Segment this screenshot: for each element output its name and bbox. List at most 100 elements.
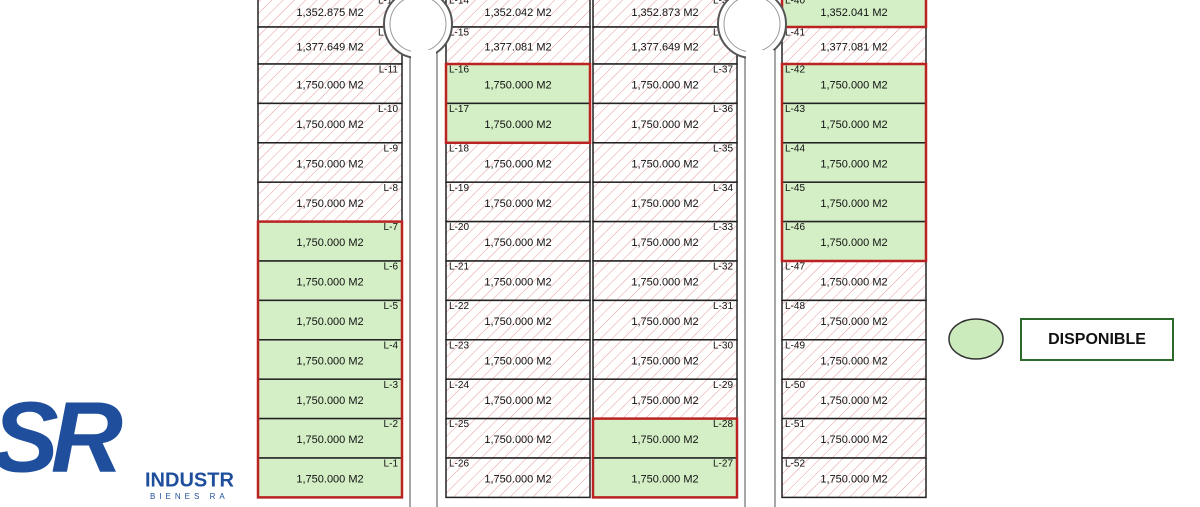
lot-area: 1,750.000 M2 <box>631 474 698 486</box>
lot <box>592 63 738 105</box>
lot-area: 1,750.000 M2 <box>296 316 363 328</box>
lot <box>445 220 591 262</box>
lot-label: L-45 <box>785 183 805 194</box>
lot-area: 1,750.000 M2 <box>820 277 887 289</box>
lot-label: L-37 <box>713 65 733 76</box>
lot <box>781 299 927 341</box>
lot <box>781 142 927 183</box>
lot-label: L-18 <box>449 143 469 154</box>
lot-area: 1,750.000 M2 <box>484 158 551 170</box>
lot-area: 1,750.000 M2 <box>820 237 887 249</box>
lot-label: L-29 <box>713 380 733 391</box>
lot-area: 1,750.000 M2 <box>631 434 698 446</box>
lot <box>781 26 927 65</box>
lot <box>781 378 927 420</box>
lot-label: L-49 <box>785 340 805 351</box>
lot-area: 1,352.875 M2 <box>296 7 363 19</box>
lot <box>592 181 738 223</box>
lot-label: L-1 <box>384 459 399 470</box>
legend-label: DISPONIBLE <box>1048 331 1146 348</box>
lot-area: 1,750.000 M2 <box>484 395 551 407</box>
lot <box>445 457 591 499</box>
lot-area: 1,377.081 M2 <box>820 41 887 53</box>
lot-label: L-17 <box>449 104 469 115</box>
lot-label: L-22 <box>449 301 469 312</box>
lot-area: 1,750.000 M2 <box>296 434 363 446</box>
lot-area: 1,377.649 M2 <box>631 41 698 53</box>
lot-label: L-33 <box>713 222 733 233</box>
lot <box>445 142 591 183</box>
lot-label: L-4 <box>384 340 399 351</box>
lot <box>592 102 738 144</box>
legend-box <box>1020 318 1174 361</box>
logo: SR INDUSTR BIENES RA <box>0 381 234 501</box>
lot-area: 1,750.000 M2 <box>820 198 887 210</box>
lot-area: 1,750.000 M2 <box>631 80 698 92</box>
lot-label: L-42 <box>785 65 805 76</box>
lot-label: L-6 <box>384 262 399 273</box>
lot-area: 1,750.000 M2 <box>484 277 551 289</box>
lot-area: 1,750.000 M2 <box>820 119 887 131</box>
lot-label: L-34 <box>713 183 733 194</box>
lot-area: 1,750.000 M2 <box>296 395 363 407</box>
lot-label: L-47 <box>785 262 805 273</box>
lot-area: 1,377.081 M2 <box>484 41 551 53</box>
lot-area: 1,352.041 M2 <box>820 7 887 19</box>
lot <box>781 339 927 380</box>
lot-label: L-40 <box>785 0 805 7</box>
lot-area: 1,750.000 M2 <box>820 80 887 92</box>
lot <box>445 299 591 341</box>
lot-label: L-26 <box>449 459 469 470</box>
lot <box>445 181 591 223</box>
lot-area: 1,750.000 M2 <box>484 355 551 367</box>
lot-area: 1,750.000 M2 <box>820 316 887 328</box>
lot-area: 1,750.000 M2 <box>631 119 698 131</box>
lot-label: L-52 <box>785 459 805 470</box>
lot-label: L-10 <box>378 104 398 115</box>
lot-area: 1,750.000 M2 <box>296 80 363 92</box>
lot-area: 1,750.000 M2 <box>296 119 363 131</box>
lot-area: 1,750.000 M2 <box>631 355 698 367</box>
lot-label: L-32 <box>713 262 733 273</box>
lot <box>592 260 738 302</box>
lot <box>257 142 403 183</box>
lot-area: 1,750.000 M2 <box>296 198 363 210</box>
lot-label: L-23 <box>449 340 469 351</box>
available-group-outline <box>780 62 928 263</box>
lot-area: 1,750.000 M2 <box>631 158 698 170</box>
lot <box>257 0 403 28</box>
lots: 1,352.875 M2L-131,377.649 M2L-121,750.00… <box>256 0 928 499</box>
lot-label: L-3 <box>384 380 399 391</box>
lot-label: L-15 <box>449 28 469 39</box>
lot <box>257 299 403 341</box>
lot-area: 1,750.000 M2 <box>296 474 363 486</box>
lot <box>445 339 591 380</box>
lot <box>781 181 927 223</box>
lot-area: 1,377.649 M2 <box>296 41 363 53</box>
lot-area: 1,352.873 M2 <box>631 7 698 19</box>
lot-label: L-36 <box>713 104 733 115</box>
available-group-outline <box>256 220 404 499</box>
lot-label: L-41 <box>785 28 805 39</box>
lot-label: L-13 <box>378 0 398 7</box>
lot-area: 1,750.000 M2 <box>820 395 887 407</box>
roads <box>409 40 776 507</box>
lot-label: L-16 <box>449 65 469 76</box>
lot-label: L-19 <box>449 183 469 194</box>
lot <box>445 417 591 459</box>
lot <box>592 378 738 420</box>
lot-label: L-46 <box>785 222 805 233</box>
lot <box>592 142 738 183</box>
lot <box>445 260 591 302</box>
lot-area: 1,750.000 M2 <box>631 277 698 289</box>
lot-area: 1,750.000 M2 <box>296 355 363 367</box>
lot-area: 1,750.000 M2 <box>484 434 551 446</box>
lot-area: 1,750.000 M2 <box>484 237 551 249</box>
lot <box>257 457 403 499</box>
lot-area: 1,750.000 M2 <box>296 158 363 170</box>
lot <box>592 26 738 65</box>
lot <box>592 0 738 28</box>
lot-label: L-27 <box>713 459 733 470</box>
lot-label: L-5 <box>384 301 399 312</box>
lot-label: L-48 <box>785 301 805 312</box>
